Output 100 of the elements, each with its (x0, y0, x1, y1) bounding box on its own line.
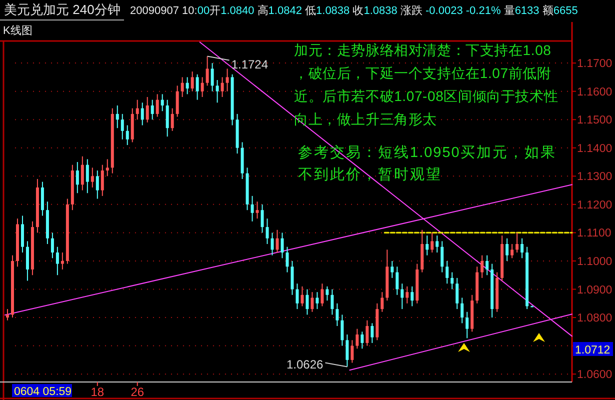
candlestick (426, 235, 429, 256)
candlestick (256, 201, 259, 220)
candlestick (340, 314, 344, 346)
candlestick (196, 74, 199, 100)
x-tick-label: 18 (90, 385, 104, 399)
annotation: 1.0626 (286, 358, 324, 372)
candlestick (146, 96, 149, 123)
candlestick (460, 297, 464, 324)
candlestick (276, 229, 279, 253)
candlestick (220, 76, 224, 98)
candlestick (106, 158, 109, 177)
candlestick (270, 232, 274, 256)
candlestick (186, 76, 189, 95)
y-tick-label: 1.1700 (577, 58, 612, 70)
y-tick-label: 1.1100 (577, 228, 612, 240)
candlestick (206, 56, 209, 86)
candlestick (520, 238, 524, 259)
chart-title: 美元兑加元 240分钟 (4, 2, 120, 17)
candlestick (76, 162, 79, 194)
candlestick (96, 170, 99, 200)
candlestick (326, 286, 329, 302)
candlestick (26, 240, 29, 282)
y-tick-label: 1.1600 (577, 86, 612, 98)
candlestick (486, 254, 489, 276)
candlestick (390, 260, 394, 278)
candlestick (356, 328, 359, 350)
candlestick (200, 76, 204, 98)
candlestick (336, 302, 339, 327)
candlestick (466, 311, 469, 339)
candlestick (56, 246, 59, 276)
candlestick (150, 99, 154, 120)
text: K线图 (3, 24, 32, 37)
candlestick (50, 232, 54, 259)
y-tick-label: 1.1400 (577, 142, 612, 155)
candlestick (346, 334, 349, 368)
x-tick-label: 26 (130, 385, 144, 399)
candlestick (40, 181, 44, 216)
candlestick (180, 76, 184, 98)
candlestick (170, 108, 174, 132)
candlestick (160, 94, 164, 112)
y-tick-label: 1.1200 (577, 199, 612, 212)
candlestick (436, 235, 439, 253)
candlestick (410, 286, 414, 307)
candlestick (310, 292, 314, 312)
candlestick (290, 260, 294, 296)
candlestick (450, 272, 454, 290)
candlestick (90, 167, 94, 188)
text: 20090907 10:00开1.0840 高1.0842 低1.0838 收1.0838 涨跌 -0.0023 -0.21% 量6133 额6655 (130, 5, 578, 17)
candlestick (350, 340, 354, 364)
annotation: 1.1724 (231, 57, 268, 72)
candlestick (166, 99, 169, 138)
candlestick (126, 124, 129, 146)
y-tick-label: 1.1500 (577, 114, 612, 127)
candlestick (280, 232, 284, 259)
candlestick (480, 254, 484, 278)
candlestick (140, 102, 144, 126)
candlestick (210, 62, 214, 92)
candlestick (190, 71, 194, 92)
candlestick (510, 244, 514, 259)
candlestick (320, 283, 324, 307)
candlestick (156, 94, 159, 118)
y-tick-label: 1.0600 (577, 369, 612, 382)
candlestick (86, 158, 89, 194)
y-tick-label: 1.0800 (577, 312, 612, 325)
candlestick (136, 99, 139, 120)
candlestick (80, 156, 84, 191)
candlestick (330, 288, 334, 316)
candlestick (226, 68, 229, 92)
text: 0604 05:59 (14, 386, 72, 398)
candlestick (120, 113, 124, 140)
candlestick (506, 238, 509, 262)
candlestick (446, 260, 449, 284)
candlestick (396, 266, 399, 296)
candlestick (456, 277, 459, 310)
candlestick (116, 104, 119, 129)
candlestick (370, 322, 374, 344)
candlestick (366, 320, 369, 346)
candlestick (60, 252, 64, 270)
candlestick (266, 218, 269, 245)
candlestick (516, 232, 519, 253)
candlestick (400, 283, 404, 310)
text: 1.0712 (575, 344, 610, 356)
candlestick (260, 204, 264, 234)
candlestick (176, 85, 179, 118)
candlestick (250, 195, 254, 222)
candlestick (360, 331, 364, 350)
candlestick (380, 292, 384, 312)
y-tick-label: 1.1000 (577, 256, 612, 268)
candlestick (20, 215, 24, 253)
candlestick (430, 232, 434, 253)
candlestick (216, 80, 219, 104)
y-tick-label: 1.1300 (577, 171, 612, 184)
candlestick (306, 288, 309, 316)
candlestick (316, 292, 319, 310)
candlestick (440, 240, 444, 273)
candlestick (100, 164, 104, 196)
candlestick (6, 308, 9, 321)
candlestick (406, 286, 409, 304)
candlestick (300, 286, 304, 307)
candlestick (296, 283, 299, 310)
